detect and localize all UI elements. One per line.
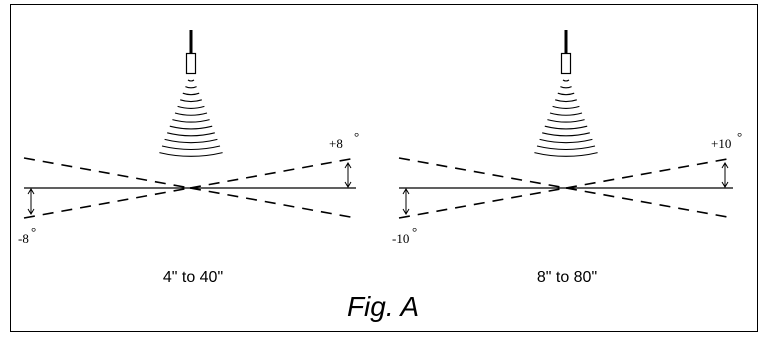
- sound-wave-arc: [547, 119, 585, 123]
- degree-symbol: °: [354, 129, 359, 144]
- sound-wave-arc: [185, 86, 197, 89]
- sound-wave-arc: [557, 92, 575, 96]
- sound-wave-arc: [562, 79, 570, 82]
- figure-caption: Fig. A: [347, 291, 419, 322]
- sound-wave-arc: [560, 86, 572, 89]
- beam-upper-right: [189, 157, 357, 189]
- sound-wave-arc: [187, 79, 195, 82]
- sound-wave-arc: [536, 145, 596, 151]
- sound-wave-arc: [164, 138, 218, 144]
- panel-left: +8 ° -8 ° 4" to 40": [18, 30, 359, 286]
- sound-wave-arc: [539, 138, 593, 144]
- angle-plus-arrow: [721, 162, 729, 188]
- beam-upper-right: [565, 157, 734, 189]
- angle-minus-label: -10: [392, 231, 409, 246]
- figure-frame: [10, 4, 758, 332]
- beam-upper-left: [23, 157, 191, 189]
- sound-wave-arc: [161, 145, 221, 151]
- sound-waves-icon: [534, 79, 598, 157]
- sound-wave-arc: [167, 132, 215, 137]
- range-label: 4" to 40": [163, 269, 223, 286]
- beam-lower-right: [189, 187, 357, 219]
- sound-wave-arc: [555, 99, 577, 103]
- sound-waves-icon: [159, 79, 223, 157]
- panel-right: +10 ° -10 ° 8" to 80": [392, 30, 742, 286]
- beam-lower-left: [398, 187, 567, 219]
- sound-wave-arc: [552, 105, 580, 109]
- angle-plus-label: +10: [711, 136, 731, 151]
- degree-symbol: °: [31, 224, 36, 239]
- angle-minus-label: -8: [18, 231, 29, 246]
- sound-wave-arc: [177, 105, 205, 109]
- beam-lower-left: [23, 187, 191, 219]
- degree-symbol: °: [737, 129, 742, 144]
- sound-wave-arc: [544, 125, 588, 130]
- range-label: 8" to 80": [537, 269, 597, 286]
- sensor-probe-icon: [185, 30, 197, 75]
- angle-minus-arrow: [27, 188, 35, 215]
- sound-wave-arc: [182, 92, 200, 96]
- sound-wave-arc: [159, 152, 223, 157]
- sound-wave-arc: [180, 99, 202, 103]
- sound-wave-arc: [174, 112, 208, 116]
- beam-upper-left: [398, 157, 567, 189]
- sound-wave-arc: [169, 125, 213, 130]
- sound-wave-arc: [549, 112, 583, 116]
- sound-wave-arc: [542, 132, 590, 137]
- sound-wave-arc: [172, 119, 210, 123]
- angle-minus-arrow: [402, 188, 410, 215]
- sound-wave-arc: [534, 152, 598, 157]
- sensor-probe-icon: [560, 30, 572, 75]
- beam-lower-right: [565, 187, 734, 219]
- degree-symbol: °: [412, 224, 417, 239]
- angle-plus-label: +8: [329, 136, 343, 151]
- angle-plus-arrow: [344, 162, 352, 188]
